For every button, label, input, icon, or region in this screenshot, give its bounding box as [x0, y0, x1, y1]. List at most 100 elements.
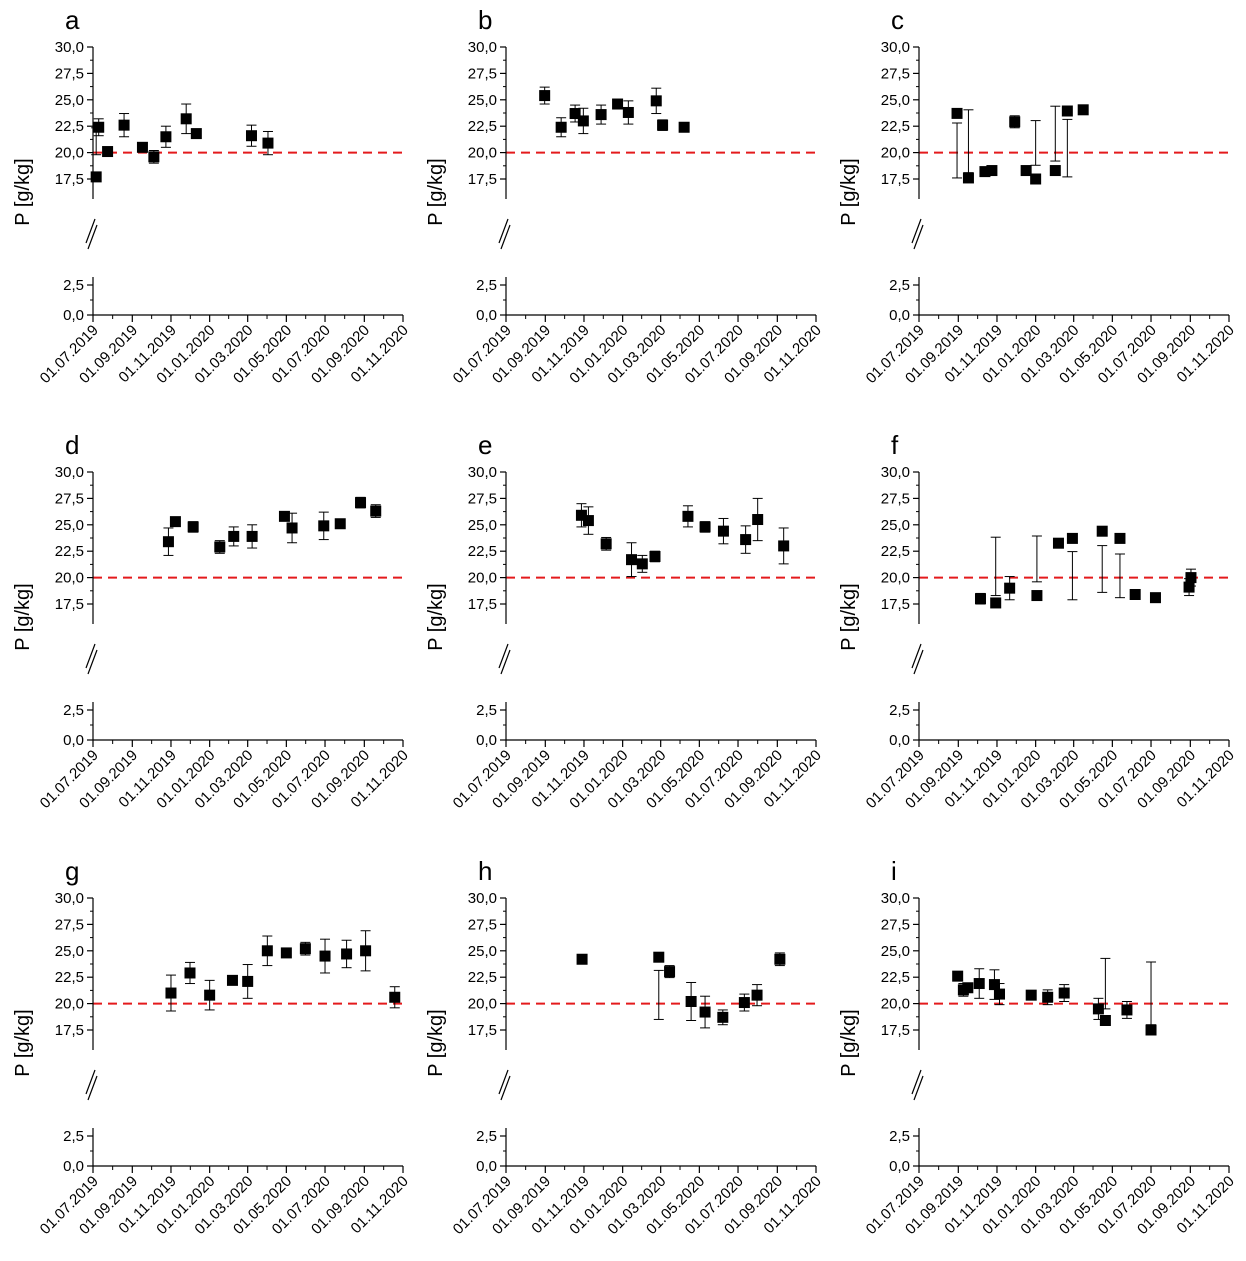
axis-break-mark	[911, 1069, 922, 1095]
y-tick-label: 20,0	[881, 570, 910, 587]
axis-break-mark	[500, 1075, 511, 1101]
y-tick-label: 30,0	[468, 39, 497, 56]
data-point	[990, 597, 1002, 609]
y-tick-label: 17,5	[55, 1022, 84, 1039]
panel-b: 0,02,517,520,022,525,027,530,001.07.2019…	[425, 5, 825, 387]
y-tick-label: 27,5	[55, 916, 84, 933]
data-point	[184, 967, 196, 979]
data-point	[752, 514, 764, 526]
y-tick-label: 0,0	[63, 732, 84, 749]
data-point	[986, 165, 998, 177]
data-point	[370, 505, 382, 517]
panel-g: 0,02,517,520,022,525,027,530,001.07.2019…	[12, 856, 412, 1238]
data-point	[246, 530, 258, 542]
y-tick-label: 2,5	[63, 277, 84, 294]
data-point	[1121, 1004, 1133, 1016]
y-axis-title: P [g/kg]	[838, 583, 860, 650]
data-point	[162, 536, 174, 548]
data-point	[577, 115, 589, 127]
y-tick-label: 27,5	[468, 65, 497, 82]
y-axis-title: P [g/kg]	[425, 1009, 447, 1076]
y-tick-label: 25,0	[55, 92, 84, 109]
y-tick-label: 22,5	[55, 118, 84, 135]
data-point	[389, 991, 401, 1003]
y-tick-label: 20,0	[468, 996, 497, 1013]
data-point	[278, 510, 290, 522]
y-tick-label: 0,0	[476, 1158, 497, 1175]
data-point	[262, 137, 274, 149]
y-tick-label: 20,0	[55, 570, 84, 587]
panel-letter: a	[65, 5, 80, 35]
y-axis-title: P [g/kg]	[12, 158, 34, 225]
y-tick-label: 30,0	[881, 464, 910, 481]
axis-break-mark	[85, 1069, 96, 1095]
y-tick-label: 30,0	[55, 890, 84, 907]
data-point	[600, 538, 612, 550]
data-point	[160, 131, 172, 143]
data-point	[286, 522, 298, 534]
data-point	[962, 982, 974, 994]
axis-break-mark	[498, 1069, 509, 1095]
y-tick-label: 30,0	[468, 464, 497, 481]
data-point	[974, 593, 986, 605]
y-tick-label: 2,5	[889, 1128, 910, 1145]
data-point	[569, 108, 581, 120]
y-tick-label: 17,5	[881, 1022, 910, 1039]
data-point	[1049, 165, 1061, 177]
y-tick-label: 25,0	[55, 943, 84, 960]
y-tick-label: 17,5	[468, 1022, 497, 1039]
panel-letter: b	[478, 5, 492, 35]
y-tick-label: 25,0	[881, 517, 910, 534]
y-axis-title: P [g/kg]	[425, 158, 447, 225]
data-point	[636, 558, 648, 570]
data-point	[1004, 582, 1016, 594]
data-point	[973, 978, 985, 990]
panel-letter: f	[891, 430, 899, 460]
axis-break-mark	[87, 649, 98, 675]
data-point	[622, 106, 634, 118]
data-point	[657, 119, 669, 131]
y-tick-label: 27,5	[55, 65, 84, 82]
y-tick-label: 20,0	[55, 145, 84, 162]
data-point	[1042, 991, 1054, 1003]
data-point	[1020, 165, 1032, 177]
axis-break-mark	[87, 224, 98, 250]
y-tick-label: 2,5	[63, 702, 84, 719]
data-point	[1009, 116, 1021, 128]
data-point	[576, 953, 588, 965]
y-tick-label: 0,0	[63, 1158, 84, 1175]
data-point	[1114, 532, 1126, 544]
data-point	[539, 90, 551, 102]
data-point	[951, 107, 963, 119]
data-point	[1099, 1014, 1111, 1026]
y-tick-label: 22,5	[881, 118, 910, 135]
data-point	[774, 953, 786, 965]
y-tick-label: 0,0	[889, 307, 910, 324]
data-point	[1096, 525, 1108, 537]
y-tick-label: 20,0	[881, 145, 910, 162]
panel-letter: g	[65, 856, 79, 886]
data-point	[626, 554, 638, 566]
data-point	[612, 98, 624, 110]
axis-break-mark	[911, 643, 922, 669]
data-point	[318, 520, 330, 532]
y-tick-label: 22,5	[881, 543, 910, 560]
panel-letter: d	[65, 430, 79, 460]
data-point	[226, 974, 238, 986]
axis-break-mark	[911, 218, 922, 244]
data-point	[650, 95, 662, 107]
y-tick-label: 30,0	[55, 39, 84, 56]
data-point	[1030, 173, 1042, 185]
data-point	[319, 950, 331, 962]
data-point	[1025, 989, 1037, 1001]
data-point	[341, 948, 353, 960]
data-point	[355, 497, 367, 509]
data-point	[717, 525, 729, 537]
data-point	[261, 945, 273, 957]
data-point	[242, 975, 254, 987]
data-point	[595, 109, 607, 121]
panel-letter: h	[478, 856, 492, 886]
axis-break-mark	[500, 224, 511, 250]
y-axis-title: P [g/kg]	[838, 158, 860, 225]
